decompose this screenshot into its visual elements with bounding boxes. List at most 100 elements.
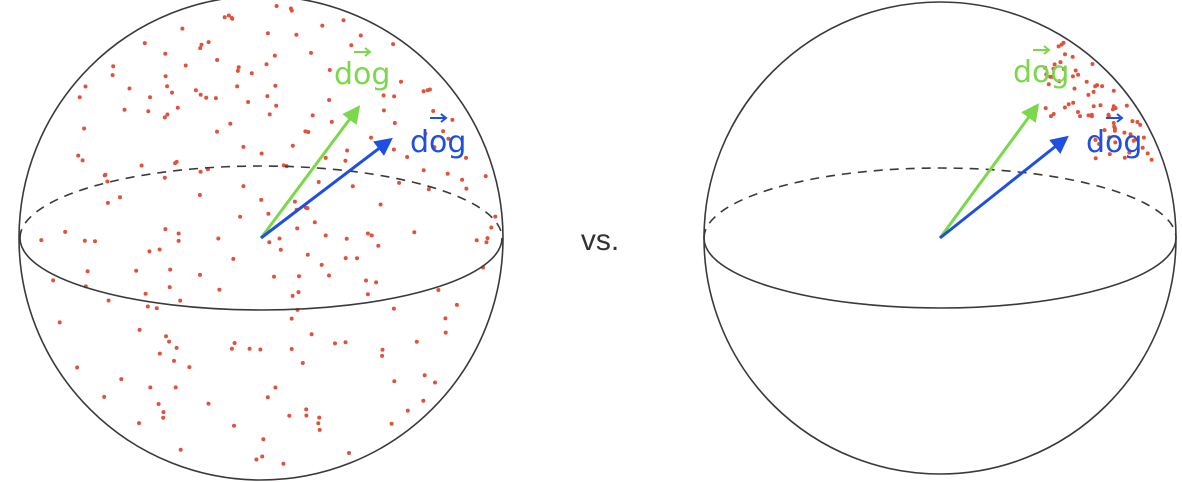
embedding-point <box>1072 86 1077 91</box>
embedding-point <box>235 84 240 89</box>
embedding-point <box>485 236 490 241</box>
embedding-point <box>127 86 132 91</box>
embedding-point <box>198 92 203 97</box>
embedding-point <box>1098 103 1103 108</box>
right-blue-vector-label: dog <box>1086 113 1142 160</box>
embedding-point <box>347 451 351 455</box>
embedding-point <box>148 385 153 390</box>
embedding-point <box>405 408 410 413</box>
embedding-point <box>412 230 417 235</box>
left-blue-vector-arrow <box>260 137 393 240</box>
right-green-vector-label-text: dog <box>1013 55 1069 90</box>
embedding-point <box>303 129 308 134</box>
embedding-point <box>1059 42 1064 47</box>
embedding-point <box>426 187 431 192</box>
embedding-point <box>327 98 332 102</box>
embedding-point <box>176 231 181 236</box>
embedding-point <box>421 168 426 173</box>
embedding-point <box>258 347 263 352</box>
embedding-point <box>106 298 111 303</box>
embedding-point <box>460 177 465 182</box>
left-sphere-points <box>39 4 498 466</box>
embedding-point <box>85 269 90 274</box>
embedding-point <box>1091 104 1096 109</box>
embedding-point <box>197 193 202 197</box>
right-green-vector-accent-icon <box>1033 45 1051 55</box>
embedding-point <box>1091 89 1096 94</box>
embedding-point <box>323 155 328 160</box>
embedding-point <box>1106 112 1111 117</box>
embedding-point <box>399 79 403 84</box>
embedding-point <box>441 129 446 134</box>
embedding-point <box>294 32 299 37</box>
embedding-point <box>1043 65 1048 70</box>
embedding-point <box>148 95 152 100</box>
embedding-point <box>1090 62 1095 66</box>
embedding-point <box>380 353 385 358</box>
embedding-point <box>341 18 346 23</box>
embedding-point <box>1043 106 1048 111</box>
embedding-point <box>1086 92 1091 97</box>
embedding-point <box>178 447 183 452</box>
embedding-point <box>300 361 305 365</box>
embedding-point <box>1089 112 1094 117</box>
embedding-point <box>414 339 419 344</box>
embedding-point <box>1130 119 1135 124</box>
embedding-point <box>392 379 397 384</box>
embedding-point <box>204 95 209 100</box>
embedding-point <box>266 211 271 216</box>
embedding-point <box>142 41 147 46</box>
embedding-point <box>254 457 259 462</box>
embedding-point <box>165 84 170 89</box>
embedding-point <box>1140 145 1145 150</box>
embedding-point <box>405 155 410 159</box>
left-equator-front <box>19 237 503 311</box>
embedding-point <box>156 402 161 406</box>
embedding-point <box>215 58 220 62</box>
embedding-point <box>1111 121 1116 125</box>
embedding-point <box>436 288 441 292</box>
right-green-vector-label: dog <box>1013 45 1069 90</box>
embedding-point <box>344 236 349 241</box>
embedding-point <box>232 423 236 428</box>
embedding-point <box>297 274 301 279</box>
embedding-point <box>1122 130 1127 135</box>
embedding-point <box>1093 156 1098 161</box>
embedding-point <box>355 256 359 261</box>
embedding-point <box>154 306 159 311</box>
embedding-point <box>167 339 172 344</box>
embedding-point <box>167 285 172 290</box>
embedding-point <box>343 158 348 163</box>
embedding-point <box>111 64 116 69</box>
embedding-point <box>365 231 370 236</box>
embedding-point <box>309 50 313 55</box>
embedding-point <box>1086 113 1091 118</box>
embedding-point <box>272 274 276 279</box>
embedding-point <box>213 96 218 101</box>
embedding-point <box>296 290 301 295</box>
embedding-point <box>1063 52 1067 57</box>
embedding-point <box>1044 72 1049 77</box>
embedding-point <box>295 226 300 231</box>
embedding-point <box>376 243 381 248</box>
embedding-point <box>137 421 141 426</box>
embedding-point <box>1149 157 1154 162</box>
embedding-point <box>83 84 88 89</box>
embedding-point <box>350 184 355 189</box>
embedding-point <box>433 380 437 385</box>
embedding-point <box>1078 114 1082 119</box>
embedding-point <box>1066 102 1071 107</box>
embedding-point <box>454 302 459 307</box>
embedding-point <box>274 4 279 8</box>
embedding-point <box>236 65 241 70</box>
embedding-point <box>317 415 322 420</box>
embedding-point <box>281 461 286 466</box>
embedding-point <box>273 385 278 390</box>
embedding-point <box>161 410 166 415</box>
embedding-point <box>274 103 279 108</box>
embedding-point <box>187 365 192 370</box>
embedding-point <box>431 109 436 113</box>
embedding-point <box>1111 88 1116 93</box>
embedding-point <box>198 46 203 51</box>
